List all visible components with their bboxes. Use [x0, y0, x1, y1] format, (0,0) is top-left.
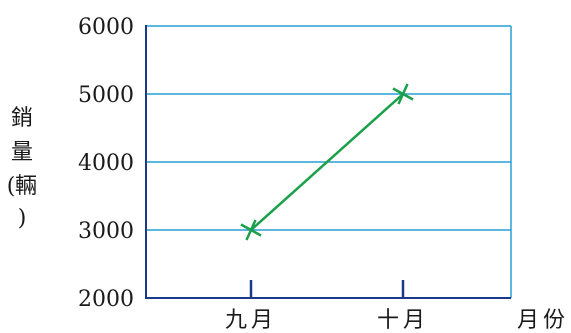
- point-marker-stroke-b: [245, 219, 257, 241]
- y-axis-title-char-3: (: [7, 174, 16, 199]
- y-tick-label-2000: 2000: [78, 287, 134, 312]
- x-axis-title: 月份: [517, 308, 569, 333]
- grid-lines: [146, 25, 512, 298]
- y-tick-label-5000: 5000: [78, 83, 134, 108]
- y-axis-title: 銷 量 ( 輛 ): [7, 106, 37, 231]
- y-axis-title-char-1: 銷: [11, 106, 33, 131]
- x-tick-label-sep: 九月: [225, 308, 277, 333]
- axes: [145, 25, 511, 299]
- x-tick-label-oct: 十月: [377, 308, 429, 333]
- y-tick-label-4000: 4000: [78, 151, 134, 176]
- y-tick-label-6000: 6000: [78, 15, 134, 40]
- y-tick-labels: 2000 3000 4000 5000 6000: [78, 15, 134, 312]
- data-point-十月: [392, 83, 414, 105]
- series-line: [250, 93, 404, 231]
- point-marker-stroke-b: [397, 83, 409, 105]
- y-axis-title-char-4: 輛: [15, 174, 37, 199]
- y-axis-title-char-2: 量: [11, 140, 33, 165]
- x-tick-marks: [249, 280, 405, 298]
- series-layer: [240, 83, 414, 241]
- y-axis-title-char-5: ): [18, 206, 27, 231]
- y-tick-label-3000: 3000: [78, 219, 134, 244]
- data-point-九月: [240, 219, 262, 241]
